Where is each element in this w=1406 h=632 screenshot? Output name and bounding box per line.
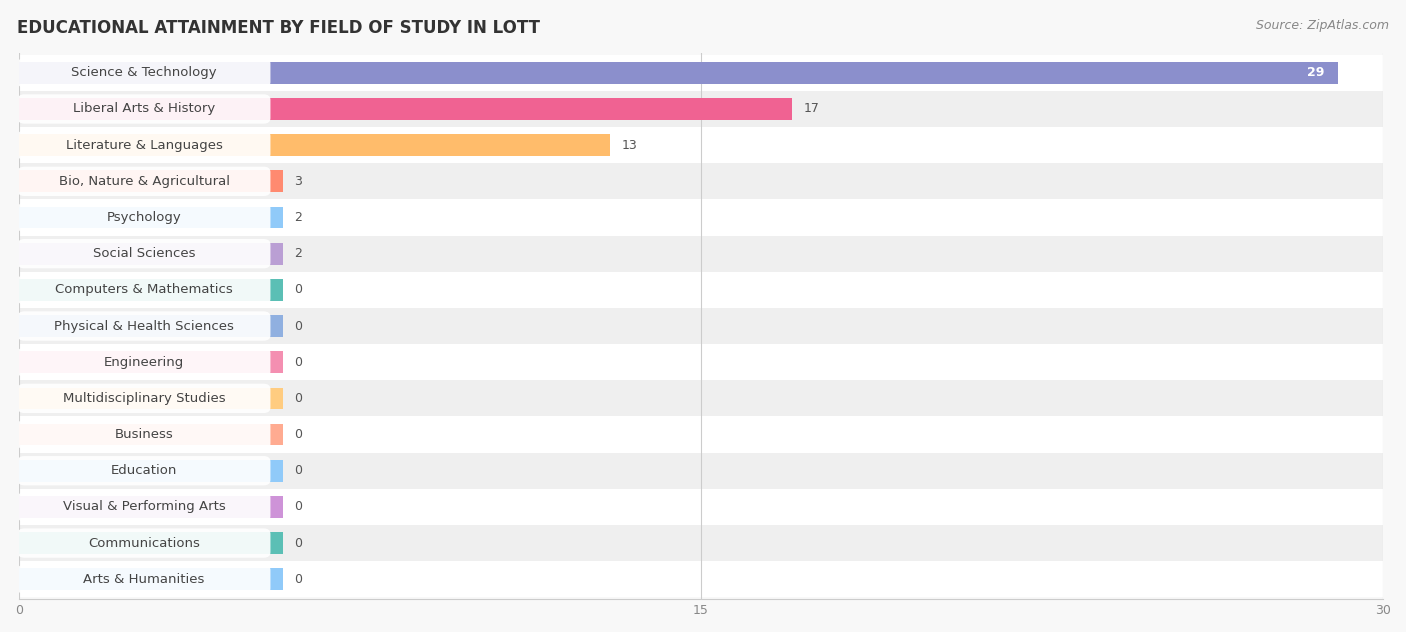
- Text: 2: 2: [294, 247, 302, 260]
- Text: 0: 0: [294, 283, 302, 296]
- Text: 0: 0: [294, 573, 302, 586]
- Text: 0: 0: [294, 465, 302, 477]
- Text: Bio, Nature & Agricultural: Bio, Nature & Agricultural: [59, 175, 229, 188]
- Text: Source: ZipAtlas.com: Source: ZipAtlas.com: [1256, 19, 1389, 32]
- Bar: [20, 496, 283, 518]
- Bar: [20, 163, 1384, 200]
- Text: Communications: Communications: [89, 537, 200, 550]
- FancyBboxPatch shape: [18, 167, 270, 196]
- Text: 0: 0: [294, 356, 302, 368]
- Bar: [20, 308, 1384, 344]
- Bar: [20, 387, 283, 410]
- Bar: [20, 532, 283, 554]
- Text: Multidisciplinary Studies: Multidisciplinary Studies: [63, 392, 225, 405]
- Bar: [20, 453, 1384, 489]
- FancyBboxPatch shape: [18, 492, 270, 521]
- Text: Visual & Performing Arts: Visual & Performing Arts: [63, 501, 225, 513]
- Bar: [20, 344, 1384, 380]
- FancyBboxPatch shape: [18, 456, 270, 485]
- FancyBboxPatch shape: [18, 94, 270, 124]
- Bar: [20, 279, 283, 301]
- Bar: [20, 489, 1384, 525]
- Bar: [20, 315, 283, 337]
- Text: Business: Business: [115, 428, 173, 441]
- FancyBboxPatch shape: [18, 58, 270, 87]
- Text: Computers & Mathematics: Computers & Mathematics: [55, 283, 233, 296]
- Text: 2: 2: [294, 211, 302, 224]
- Bar: [20, 243, 283, 265]
- Bar: [20, 127, 1384, 163]
- Text: Social Sciences: Social Sciences: [93, 247, 195, 260]
- Text: Liberal Arts & History: Liberal Arts & History: [73, 102, 215, 116]
- Text: Science & Technology: Science & Technology: [72, 66, 217, 79]
- Text: 0: 0: [294, 501, 302, 513]
- FancyBboxPatch shape: [18, 131, 270, 160]
- FancyBboxPatch shape: [18, 528, 270, 557]
- Bar: [20, 416, 1384, 453]
- FancyBboxPatch shape: [18, 420, 270, 449]
- Bar: [20, 91, 1384, 127]
- Text: 3: 3: [294, 175, 302, 188]
- Bar: [20, 135, 610, 156]
- Bar: [20, 380, 1384, 416]
- Text: 17: 17: [803, 102, 820, 116]
- Text: 29: 29: [1306, 66, 1324, 79]
- FancyBboxPatch shape: [18, 239, 270, 269]
- Bar: [20, 200, 1384, 236]
- Text: Arts & Humanities: Arts & Humanities: [83, 573, 205, 586]
- FancyBboxPatch shape: [18, 384, 270, 413]
- FancyBboxPatch shape: [18, 203, 270, 232]
- Text: EDUCATIONAL ATTAINMENT BY FIELD OF STUDY IN LOTT: EDUCATIONAL ATTAINMENT BY FIELD OF STUDY…: [17, 19, 540, 37]
- Text: Engineering: Engineering: [104, 356, 184, 368]
- Bar: [20, 62, 1337, 83]
- FancyBboxPatch shape: [18, 348, 270, 377]
- Text: 0: 0: [294, 392, 302, 405]
- Text: Psychology: Psychology: [107, 211, 181, 224]
- Bar: [20, 171, 283, 192]
- Bar: [20, 568, 283, 590]
- Bar: [20, 460, 283, 482]
- Bar: [20, 351, 283, 373]
- Text: 0: 0: [294, 537, 302, 550]
- Text: Physical & Health Sciences: Physical & Health Sciences: [53, 320, 233, 332]
- Bar: [20, 272, 1384, 308]
- Bar: [20, 55, 1384, 91]
- Bar: [20, 207, 283, 228]
- FancyBboxPatch shape: [18, 312, 270, 341]
- FancyBboxPatch shape: [18, 275, 270, 305]
- Bar: [20, 98, 792, 120]
- Text: 0: 0: [294, 320, 302, 332]
- Text: Literature & Languages: Literature & Languages: [66, 138, 222, 152]
- Bar: [20, 236, 1384, 272]
- Text: 13: 13: [621, 138, 637, 152]
- Bar: [20, 561, 1384, 597]
- Text: 0: 0: [294, 428, 302, 441]
- FancyBboxPatch shape: [18, 564, 270, 594]
- Bar: [20, 525, 1384, 561]
- Bar: [20, 423, 283, 446]
- Text: Education: Education: [111, 465, 177, 477]
